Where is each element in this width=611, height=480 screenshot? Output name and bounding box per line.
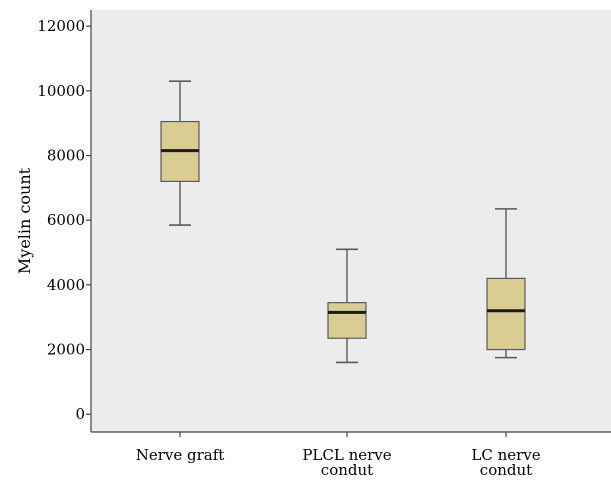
y-tick-label: 8000 (47, 147, 85, 165)
box-group (160, 80, 200, 226)
y-tick-label: 6000 (47, 211, 85, 229)
box-group (486, 208, 526, 359)
y-tick-label: 4000 (47, 276, 85, 294)
x-category-label: PLCL nerve (302, 446, 391, 464)
x-category-label-line2: condut (321, 461, 373, 479)
y-tick-label: 2000 (47, 341, 85, 359)
box-group (327, 248, 367, 364)
x-category-label: Nerve graft (136, 446, 225, 464)
y-tick-label: 12000 (37, 17, 85, 35)
iqr-box (486, 277, 526, 351)
iqr-box (327, 302, 367, 339)
y-tick-label: 10000 (37, 82, 85, 100)
y-tick-label: 0 (75, 405, 85, 423)
boxes-layer (160, 80, 526, 364)
x-category-label-line2: condut (480, 461, 532, 479)
y-axis-title: Myelin count (15, 167, 34, 274)
axes-layer: 0 2000 4000 6000 8000 10000 12000 Nerve graft PL… (37, 10, 611, 479)
x-category-label: LC nerve (471, 446, 540, 464)
plot-area (91, 10, 611, 432)
